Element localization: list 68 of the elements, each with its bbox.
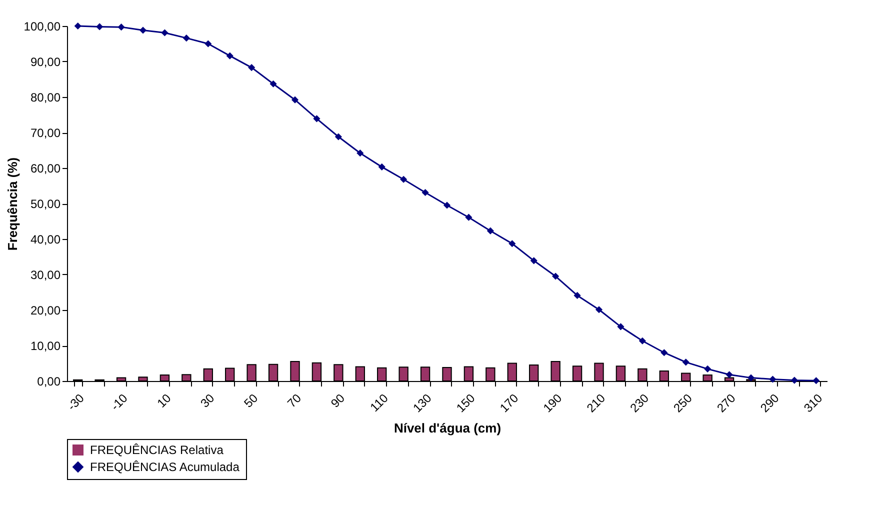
point	[74, 22, 82, 30]
x-tick-label: 50	[241, 390, 261, 410]
point	[400, 176, 408, 183]
point	[617, 323, 624, 330]
x-tick-label: 210	[584, 390, 608, 416]
point	[96, 23, 104, 30]
y-axis-title: Frequência (%)	[4, 157, 20, 251]
point	[378, 163, 386, 170]
point	[530, 257, 538, 264]
point	[334, 133, 342, 140]
x-tick-label: 290	[758, 390, 782, 416]
point	[682, 358, 690, 366]
legend-label: FREQUÊNCIAS Relativa	[90, 443, 224, 457]
point	[270, 80, 277, 88]
x-axis-title: Nível d'água (cm)	[394, 420, 502, 436]
x-tick-label: 30	[198, 390, 218, 410]
y-tick-label: 40,00	[30, 232, 61, 246]
point	[204, 40, 212, 48]
point	[726, 371, 733, 378]
x-tick-label: 310	[801, 390, 826, 416]
point	[118, 24, 125, 31]
point	[508, 240, 516, 248]
point	[139, 26, 147, 34]
y-tick-label: 10,00	[30, 339, 61, 353]
x-tick-label: 250	[670, 390, 696, 416]
point	[574, 292, 581, 299]
point	[422, 188, 429, 196]
point	[486, 227, 494, 234]
point	[790, 376, 798, 384]
point	[812, 377, 820, 384]
point	[552, 272, 560, 280]
y-tick-label: 60,00	[30, 162, 61, 176]
x-tick-label: 110	[367, 390, 392, 415]
legend-label: FREQUÊNCIAS Acumulada	[90, 460, 240, 474]
y-tick-label: 0,00	[37, 374, 61, 388]
point	[660, 349, 668, 356]
point	[313, 115, 320, 122]
point	[356, 150, 364, 157]
x-tick-label: -30	[64, 390, 88, 414]
y-tick-label: 50,00	[30, 197, 61, 211]
y-tick-label: 100,00	[24, 20, 61, 34]
point	[704, 365, 712, 372]
y-tick-label: 20,00	[30, 304, 61, 318]
point	[465, 214, 472, 221]
point	[638, 337, 646, 344]
point	[226, 52, 234, 60]
y-tick-label: 30,00	[30, 268, 61, 282]
point	[747, 374, 755, 382]
x-tick-label: 190	[540, 390, 565, 416]
y-tick-label: 80,00	[30, 90, 61, 104]
x-tick-label: 150	[454, 390, 478, 416]
x-tick-label: 230	[627, 390, 652, 416]
point	[595, 306, 603, 314]
point	[248, 64, 256, 72]
x-tick-label: 10	[154, 390, 174, 410]
x-tick-label: 70	[284, 390, 304, 410]
y-tick-label: 70,00	[30, 126, 61, 140]
y-tick-label: 90,00	[30, 55, 61, 69]
x-tick-label: 90	[328, 390, 348, 410]
point	[182, 34, 190, 42]
x-tick-label: 130	[410, 390, 434, 416]
point	[769, 376, 776, 383]
point	[291, 96, 299, 104]
x-tick-label: 270	[714, 390, 738, 416]
point	[161, 29, 168, 36]
x-tick-label: -10	[108, 390, 130, 414]
x-tick-label: 170	[497, 390, 522, 416]
point	[443, 202, 451, 209]
